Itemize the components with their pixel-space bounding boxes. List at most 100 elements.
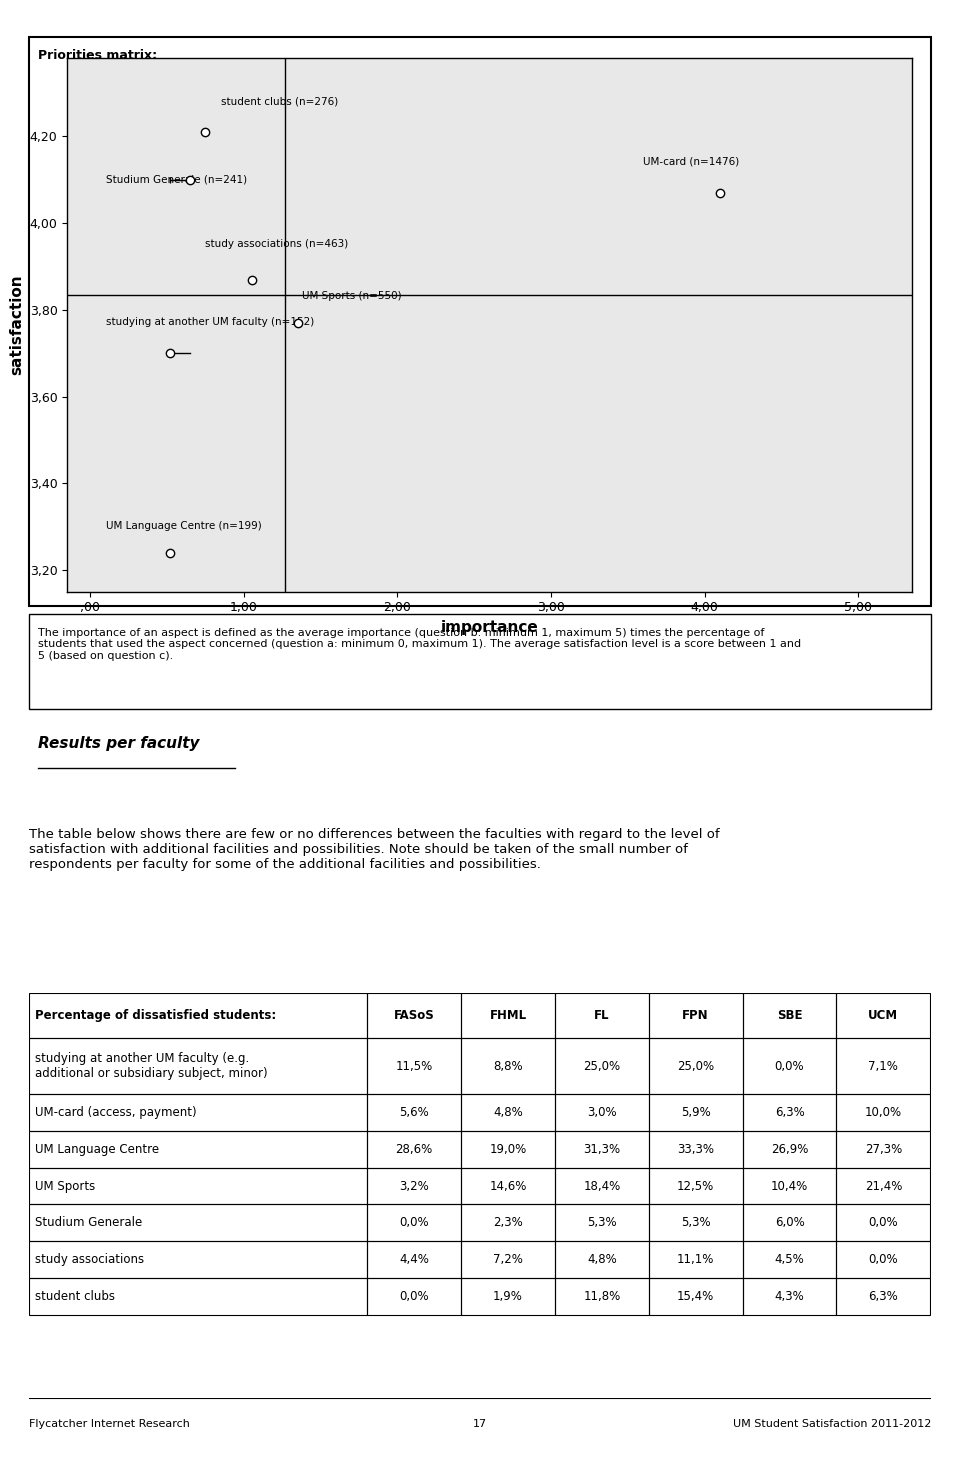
Text: 11,8%: 11,8% [583, 1290, 620, 1303]
Bar [836, 1242, 930, 1278]
Bar [555, 1242, 649, 1278]
Bar [461, 1278, 555, 1315]
Text: 4,3%: 4,3% [775, 1290, 804, 1303]
Bar [836, 1037, 930, 1094]
Bar [29, 1037, 367, 1094]
Bar [555, 993, 649, 1037]
Text: 14,6%: 14,6% [490, 1179, 527, 1192]
Bar [461, 1037, 555, 1094]
Text: Studium Generale: Studium Generale [36, 1217, 142, 1229]
Text: 10,4%: 10,4% [771, 1179, 808, 1192]
Text: studying at another UM faculty (e.g.
additional or subsidiary subject, minor): studying at another UM faculty (e.g. add… [36, 1052, 268, 1080]
Bar [836, 1131, 930, 1167]
Text: 5,9%: 5,9% [681, 1106, 710, 1119]
Bar [367, 1167, 461, 1204]
Bar [836, 1204, 930, 1242]
Text: 3,2%: 3,2% [399, 1179, 429, 1192]
Text: UM Sports: UM Sports [36, 1179, 95, 1192]
Text: The importance of an aspect is defined as the average importance (question b: mi: The importance of an aspect is defined a… [37, 628, 801, 660]
Text: Priorities matrix:: Priorities matrix: [37, 50, 156, 61]
Bar [743, 1094, 836, 1131]
Bar [743, 1037, 836, 1094]
Bar [743, 993, 836, 1037]
Text: 0,0%: 0,0% [869, 1254, 899, 1267]
Bar [649, 993, 743, 1037]
Text: 27,3%: 27,3% [865, 1143, 902, 1156]
Bar [836, 1167, 930, 1204]
Text: FHML: FHML [490, 1010, 526, 1023]
Bar [836, 1094, 930, 1131]
Bar [367, 1204, 461, 1242]
Text: 19,0%: 19,0% [490, 1143, 527, 1156]
Bar [555, 1094, 649, 1131]
Text: 10,0%: 10,0% [865, 1106, 902, 1119]
Text: 25,0%: 25,0% [584, 1059, 620, 1072]
Bar [649, 1278, 743, 1315]
Text: 0,0%: 0,0% [399, 1290, 429, 1303]
Y-axis label: satisfaction: satisfaction [9, 275, 24, 375]
Bar [649, 1167, 743, 1204]
Bar [367, 1242, 461, 1278]
Bar [743, 1242, 836, 1278]
Bar [743, 1131, 836, 1167]
Text: Results per faculty: Results per faculty [37, 736, 200, 751]
Bar [367, 1037, 461, 1094]
Text: 7,2%: 7,2% [493, 1254, 523, 1267]
Text: 11,1%: 11,1% [677, 1254, 714, 1267]
Text: FPN: FPN [683, 1010, 709, 1023]
Bar [461, 1094, 555, 1131]
Text: 28,6%: 28,6% [396, 1143, 433, 1156]
Text: studying at another UM faculty (n=152): studying at another UM faculty (n=152) [106, 317, 314, 327]
Bar [461, 1131, 555, 1167]
Bar [29, 1131, 367, 1167]
Bar [367, 1278, 461, 1315]
Text: 4,4%: 4,4% [399, 1254, 429, 1267]
Bar [555, 1167, 649, 1204]
Bar [743, 1204, 836, 1242]
Text: FASoS: FASoS [394, 1010, 435, 1023]
Text: 12,5%: 12,5% [677, 1179, 714, 1192]
Text: UM Sports (n=550): UM Sports (n=550) [302, 291, 402, 301]
Bar [743, 1167, 836, 1204]
Text: 4,5%: 4,5% [775, 1254, 804, 1267]
Text: 25,0%: 25,0% [677, 1059, 714, 1072]
Bar [836, 1278, 930, 1315]
Bar [29, 1278, 367, 1315]
Text: 6,3%: 6,3% [775, 1106, 804, 1119]
Text: Flycatcher Internet Research: Flycatcher Internet Research [29, 1419, 190, 1429]
Bar [29, 1242, 367, 1278]
Text: student clubs: student clubs [36, 1290, 115, 1303]
Text: 2,3%: 2,3% [493, 1217, 523, 1229]
Text: 0,0%: 0,0% [869, 1217, 899, 1229]
Text: Percentage of dissatisfied students:: Percentage of dissatisfied students: [36, 1010, 276, 1023]
Bar [649, 1242, 743, 1278]
Bar [461, 993, 555, 1037]
Text: 26,9%: 26,9% [771, 1143, 808, 1156]
Text: 21,4%: 21,4% [865, 1179, 902, 1192]
Bar [649, 1204, 743, 1242]
Bar [29, 993, 367, 1037]
Bar [367, 993, 461, 1037]
Text: 5,3%: 5,3% [681, 1217, 710, 1229]
Text: 3,0%: 3,0% [587, 1106, 616, 1119]
Bar [367, 1131, 461, 1167]
Text: 0,0%: 0,0% [775, 1059, 804, 1072]
Bar [461, 1242, 555, 1278]
Text: 11,5%: 11,5% [396, 1059, 433, 1072]
Text: UM Language Centre (n=199): UM Language Centre (n=199) [106, 522, 261, 530]
Bar [367, 1094, 461, 1131]
Text: Studium Generale (n=241): Studium Generale (n=241) [106, 174, 247, 184]
Bar [555, 1037, 649, 1094]
Text: UM-card (access, payment): UM-card (access, payment) [36, 1106, 197, 1119]
Text: 33,3%: 33,3% [677, 1143, 714, 1156]
Text: 18,4%: 18,4% [583, 1179, 620, 1192]
Text: 7,1%: 7,1% [869, 1059, 899, 1072]
Text: 5,3%: 5,3% [587, 1217, 616, 1229]
Text: 0,0%: 0,0% [399, 1217, 429, 1229]
Text: 5,6%: 5,6% [399, 1106, 429, 1119]
Text: 6,0%: 6,0% [775, 1217, 804, 1229]
Text: 15,4%: 15,4% [677, 1290, 714, 1303]
Text: student clubs (n=276): student clubs (n=276) [221, 96, 338, 107]
Text: UCM: UCM [868, 1010, 899, 1023]
Bar [555, 1204, 649, 1242]
